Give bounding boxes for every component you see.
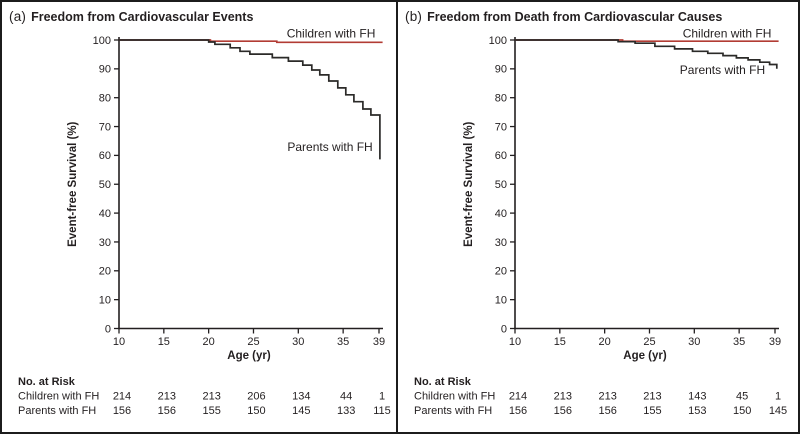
x-axis-title: Age (yr) [623,350,667,362]
risk-value: 143 [688,391,706,403]
x-tick-label: 35 [337,336,349,348]
risk-row-label-parents-with-fh: Parents with FH [414,405,492,417]
y-tick-label: 70 [495,121,507,133]
panel-a-letter: (a) [9,9,27,24]
y-tick-label: 50 [99,179,111,191]
risk-value: 156 [113,405,131,417]
risk-value: 213 [158,391,176,403]
risk-value: 134 [292,391,310,403]
risk-value: 214 [509,391,527,403]
risk-value: 133 [337,405,355,417]
risk-value: 213 [598,391,616,403]
series-line-parents-with-fh [515,39,778,69]
risk-value: 115 [373,405,391,417]
series-label-children-with-fh: Children with FH [287,26,376,40]
x-tick-label: 15 [158,336,170,348]
risk-table-heading: No. at Risk [18,376,76,388]
risk-row-label-children-with-fh: Children with FH [414,391,495,403]
series-line-parents-with-fh [119,39,381,160]
x-tick-label: 35 [733,336,745,348]
panel-b-header: (b) Freedom from Death from Cardiovascula… [405,8,722,26]
risk-value: 214 [113,391,131,403]
y-tick-label: 10 [495,294,507,306]
risk-value: 155 [202,405,220,417]
y-tick-label: 100 [93,35,111,47]
y-axis-title: Event-free Survival (%) [463,121,475,246]
risk-value: 213 [554,391,572,403]
risk-value: 150 [247,405,265,417]
x-tick-label: 30 [688,336,700,348]
risk-table-heading: No. at Risk [414,376,472,388]
panel-b-letter: (b) [405,9,423,24]
x-tick-label: 25 [247,336,259,348]
x-axis-title: Age (yr) [227,350,271,362]
risk-value: 45 [736,391,748,403]
x-tick-label: 30 [292,336,304,348]
risk-value: 156 [158,405,176,417]
risk-value: 44 [340,391,352,403]
series-label-parents-with-fh: Parents with FH [680,63,765,77]
risk-value: 156 [509,405,527,417]
y-tick-label: 80 [495,93,507,105]
y-tick-label: 30 [495,237,507,249]
risk-value: 156 [554,405,572,417]
risk-value: 145 [769,405,787,417]
y-tick-label: 80 [99,93,111,105]
panel-divider [396,2,398,432]
y-tick-label: 90 [99,64,111,76]
y-tick-label: 60 [495,150,507,162]
y-tick-label: 70 [99,121,111,133]
y-tick-label: 0 [105,323,111,335]
y-tick-label: 40 [495,208,507,220]
panel-a-title: Freedom from Cardiovascular Events [31,10,254,24]
risk-value: 206 [247,391,265,403]
y-tick-label: 30 [99,237,111,249]
y-tick-label: 100 [489,35,507,47]
risk-value: 155 [643,405,661,417]
risk-value: 145 [292,405,310,417]
risk-value: 1 [379,391,385,403]
panel-b-title: Freedom from Death from Cardiovascular C… [427,10,723,24]
y-tick-label: 10 [99,294,111,306]
risk-value: 153 [688,405,706,417]
series-label-parents-with-fh: Parents with FH [287,140,372,154]
x-tick-label: 39 [769,336,781,348]
y-tick-label: 50 [495,179,507,191]
y-tick-label: 40 [99,208,111,220]
x-tick-label: 20 [203,336,215,348]
y-tick-label: 0 [501,323,507,335]
x-tick-label: 25 [643,336,655,348]
y-tick-label: 90 [495,64,507,76]
y-tick-label: 20 [99,266,111,278]
y-axis-title: Event-free Survival (%) [67,121,79,246]
series-label-children-with-fh: Children with FH [683,26,772,40]
panel-a-header: (a) Freedom from Cardiovascular Events [9,8,253,26]
risk-row-label-children-with-fh: Children with FH [18,391,99,403]
risk-value: 213 [202,391,220,403]
risk-row-label-parents-with-fh: Parents with FH [18,405,96,417]
risk-value: 1 [775,391,781,403]
risk-value: 150 [733,405,751,417]
x-tick-label: 20 [599,336,611,348]
x-tick-label: 10 [113,336,125,348]
panel-b: 0 10 20 30 40 50 60 70 80 90 100 10 15 20 25 30 35 39 Even… [398,2,800,432]
panel-a: 0 10 20 30 40 50 60 70 80 90 100 10 15 20 25 30 35 39 Even… [2,2,396,432]
x-tick-label: 39 [373,336,385,348]
x-tick-label: 10 [509,336,521,348]
risk-value: 213 [643,391,661,403]
y-tick-label: 60 [99,150,111,162]
x-tick-label: 15 [554,336,566,348]
risk-value: 156 [598,405,616,417]
y-tick-label: 20 [495,266,507,278]
